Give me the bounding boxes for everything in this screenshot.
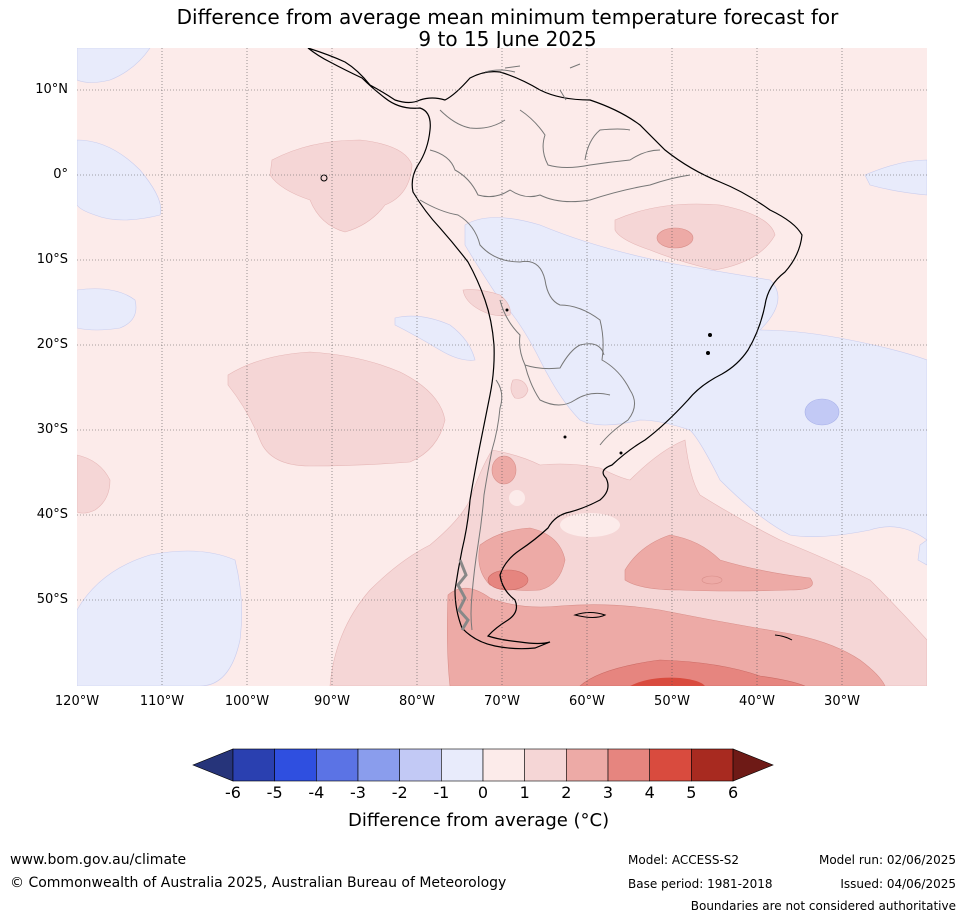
- lon-label: 110°W: [139, 694, 185, 709]
- anomaly-region-neg: [77, 288, 137, 331]
- country-border: [499, 299, 605, 370]
- anomaly-region-1-to-2: [510, 379, 529, 399]
- colorbar-segment: [357, 748, 400, 782]
- anomaly-region-3-to-4: [487, 569, 529, 591]
- lon-label: 40°W: [739, 694, 775, 709]
- footer-boundaries-note: Boundaries are not considered authoritat…: [690, 899, 956, 913]
- anomaly-hole: [509, 490, 525, 506]
- colorbar-tick-label: 2: [561, 783, 572, 802]
- island-outline: [484, 63, 581, 101]
- colorbar-tick-label: 5: [686, 783, 697, 802]
- anomaly-region-2-to-3: [491, 455, 517, 485]
- lake-marker: [706, 351, 710, 355]
- anomaly-region-neg: [917, 539, 927, 566]
- colorbar-extension-high: [732, 748, 774, 782]
- anomaly-region-1-to-2: [269, 139, 413, 233]
- country-border: [524, 364, 611, 406]
- anomaly-region-neg: [77, 550, 242, 686]
- lat-label: 10°N: [35, 82, 68, 97]
- colorbar-segment: [649, 748, 692, 782]
- colorbar-segment: [232, 748, 275, 782]
- colorbar-tick-label: 6: [727, 783, 739, 802]
- colorbar-tick-label: -1: [433, 783, 450, 802]
- anomaly-hole: [560, 513, 620, 537]
- south-georgia: [774, 634, 793, 641]
- chart-title-line2: 9 to 15 June 2025: [418, 27, 597, 51]
- lon-label: 120°W: [54, 694, 100, 709]
- country-border: [470, 379, 503, 631]
- footer-copyright: © Commonwealth of Australia 2025, Austra…: [10, 875, 507, 891]
- lon-label: 90°W: [314, 694, 350, 709]
- anomaly-region-neg2: [804, 398, 840, 426]
- anomaly-region-neg: [464, 217, 927, 541]
- anomaly-region-neg: [864, 159, 927, 196]
- colorbar-segment: [482, 748, 525, 782]
- anomaly-region-1-to-2: [614, 203, 776, 271]
- anomaly-region-neg: [77, 48, 151, 83]
- lake-marker: [505, 308, 509, 312]
- anomaly-region-1-to-2: [227, 351, 446, 467]
- country-border: [419, 199, 635, 446]
- anomaly-region-2-to-3: [656, 227, 694, 249]
- anomaly-region-1-to-2: [462, 289, 511, 317]
- colorbar-segment: [524, 748, 567, 782]
- colorbar-label: Difference from average (°C): [348, 810, 610, 831]
- lat-label: 10°S: [36, 252, 68, 267]
- lat-label: 40°S: [36, 507, 68, 522]
- country-border: [439, 109, 506, 129]
- footer-issued: Issued: 04/06/2025: [840, 877, 956, 891]
- lake-marker: [619, 451, 623, 455]
- lon-label: 60°W: [569, 694, 605, 709]
- anomaly-region-4-to-5: [630, 677, 705, 686]
- anomaly-region-2-to-3: [701, 575, 723, 585]
- lon-label: 50°W: [654, 694, 690, 709]
- anomaly-region-neg: [77, 139, 162, 221]
- colorbar-segment: [607, 748, 651, 782]
- lake-marker: [708, 333, 712, 337]
- colorbar-tick-label: 0: [477, 783, 489, 802]
- colorbar-tick-label: -2: [391, 783, 408, 802]
- graticule: [77, 48, 927, 686]
- lat-label: 20°S: [36, 337, 68, 352]
- country-border: [429, 149, 691, 203]
- colorbar-segment: [566, 748, 609, 782]
- colorbar-tick-label: -5: [266, 783, 283, 802]
- country-border: [584, 128, 631, 161]
- anomaly-region-2-to-3: [447, 587, 886, 686]
- footer-model-run: Model run: 02/06/2025: [818, 853, 956, 867]
- colorbar-tick-label: -4: [308, 783, 325, 802]
- lat-label: 50°S: [36, 592, 68, 607]
- colorbar-segment: [691, 748, 734, 782]
- lon-label: 100°W: [224, 694, 270, 709]
- lon-label: 80°W: [399, 694, 435, 709]
- lat-label: 30°S: [36, 422, 68, 437]
- anomaly-region-1-to-2: [77, 454, 111, 514]
- anomaly-region-3-to-4: [579, 659, 806, 686]
- lat-label: 0°: [53, 167, 68, 182]
- colorbar-segment: [274, 748, 317, 782]
- colorbar-segment: [316, 748, 359, 782]
- colorbar-tick-label: 1: [519, 783, 530, 802]
- colorbar-tick-label: 4: [644, 783, 655, 802]
- colorbar-tick-label: -6: [225, 783, 241, 802]
- colorbar-extension-low: [192, 748, 234, 782]
- country-border: [519, 109, 661, 168]
- chart-title-line1: Difference from average mean minimum tem…: [176, 5, 839, 29]
- footer-url: www.bom.gov.au/climate: [10, 852, 187, 868]
- anomaly-region-neg: [394, 315, 476, 361]
- lake-marker: [563, 435, 567, 439]
- footer-model: Model: ACCESS-S2: [628, 853, 740, 867]
- footer-base-period: Base period: 1981-2018: [628, 877, 773, 891]
- lon-label: 70°W: [484, 694, 520, 709]
- lon-label: 30°W: [824, 694, 860, 709]
- colorbar-segment: [399, 748, 442, 782]
- colorbar-tick-label: 3: [602, 783, 614, 802]
- fjord-coast: [456, 559, 470, 631]
- colorbar-segment: [441, 748, 484, 782]
- colorbar-tick-label: -3: [350, 783, 366, 802]
- falkland-islands: [573, 612, 607, 618]
